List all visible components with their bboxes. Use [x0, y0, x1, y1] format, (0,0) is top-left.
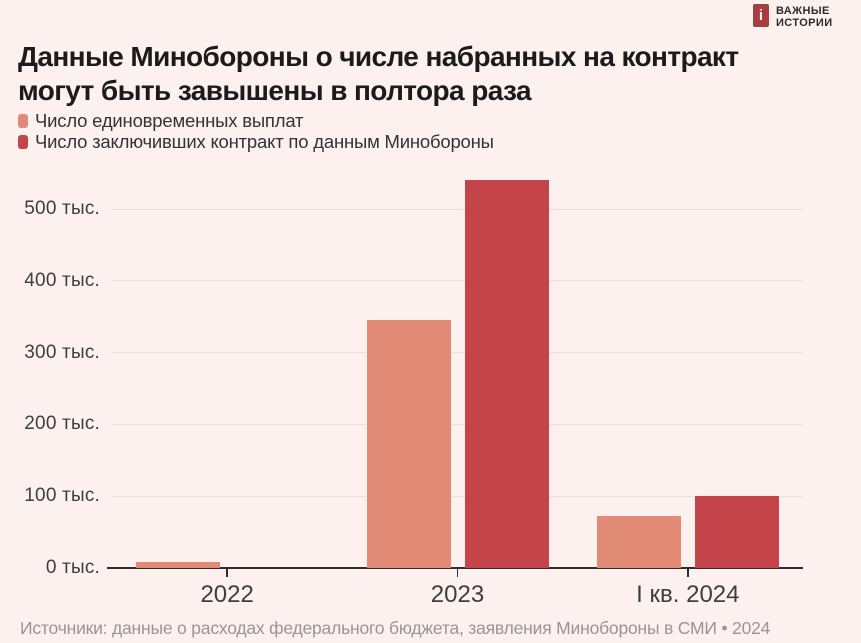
- y-tick-label-500: 500 тыс.: [24, 198, 100, 219]
- title-line-2: могут быть завышены в полтора раза: [18, 75, 532, 106]
- page-title: Данные Минобороны о числе набранных на к…: [18, 40, 838, 108]
- plot-area: 0 тыс. 100 тыс. 200 тыс. 300 тыс. 400 тыс. 50…: [0, 168, 861, 608]
- x-label-2023: 2023: [430, 581, 485, 608]
- chart-legend: Число единовременных выплат Число заключ…: [18, 110, 494, 153]
- x-tick-2023: [456, 569, 459, 577]
- gridline-400: [112, 280, 803, 282]
- x-label-2022: 2022: [200, 581, 254, 608]
- legend-item-payments: Число единовременных выплат: [18, 110, 494, 131]
- logo-word-1: ВАЖНЫЕ: [776, 5, 830, 17]
- bar-I кв. 2024-series-0: [596, 515, 681, 568]
- x-label-I кв. 2024: I кв. 2024: [636, 581, 740, 608]
- brand-logo: i ВАЖНЫЕ ИСТОРИИ: [753, 4, 833, 29]
- y-tick-label-300: 300 тыс.: [24, 341, 100, 363]
- x-tick-I кв. 2024: [687, 569, 689, 577]
- bar-2022-series-0: [136, 562, 221, 568]
- legend-label: Число единовременных выплат: [35, 110, 304, 131]
- y-tick-label-100: 100 тыс.: [24, 485, 100, 507]
- legend-swatch-light: [18, 114, 28, 128]
- gridline-500: [112, 208, 803, 210]
- y-tick-label-400: 400 тыс.: [24, 269, 100, 291]
- gridline-100: [112, 495, 803, 497]
- gridline-200: [112, 423, 803, 425]
- bar-2023-series-1: [464, 180, 549, 568]
- legend-label: Число заключивших контракт по данным Мин…: [35, 131, 494, 152]
- logo-wordmark: ВАЖНЫЕ ИСТОРИИ: [776, 4, 833, 29]
- legend-swatch-dark: [18, 135, 28, 149]
- x-tick-2022: [226, 569, 228, 577]
- bar-2023-series-0: [366, 320, 451, 568]
- logo-i-icon: i: [753, 4, 769, 27]
- bar-I кв. 2024-series-1: [694, 496, 779, 568]
- legend-item-contracts: Число заключивших контракт по данным Мин…: [18, 131, 494, 152]
- source-note: Источники: данные о расходах федеральног…: [20, 618, 771, 638]
- y-tick-label-200: 200 тыс.: [24, 413, 100, 435]
- gridline-300: [112, 352, 803, 354]
- title-line-1: Данные Минобороны о числе набранных на к…: [18, 41, 739, 72]
- x-axis-line: [107, 567, 803, 569]
- logo-word-2: ИСТОРИИ: [776, 17, 833, 29]
- y-tick-label-0: 0 тыс.: [45, 557, 100, 578]
